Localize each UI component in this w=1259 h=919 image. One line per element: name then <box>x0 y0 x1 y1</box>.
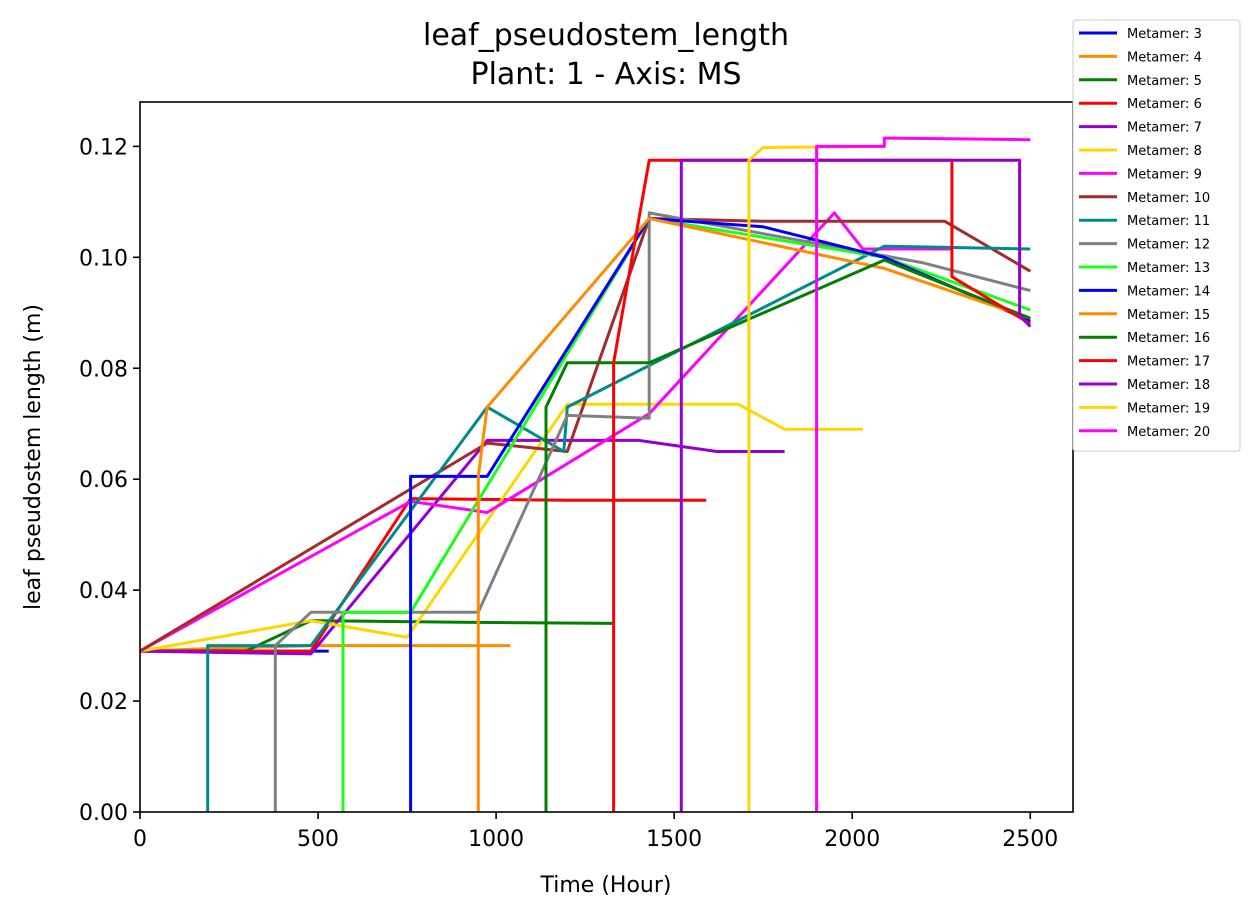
chart-subtitle: Plant: 1 - Axis: MS <box>470 57 741 92</box>
legend-label: Metamer: 14 <box>1127 284 1210 299</box>
legend-label: Metamer: 4 <box>1127 50 1202 65</box>
series-line-6 <box>139 402 863 653</box>
y-tick-label: 0.04 <box>79 579 128 604</box>
legend-label: Metamer: 9 <box>1127 167 1202 182</box>
series-line-16 <box>679 158 1032 812</box>
x-tick-label: 2500 <box>1002 827 1058 852</box>
legend-label: Metamer: 11 <box>1127 214 1210 229</box>
y-axis-label: leaf pseudostem length (m) <box>21 304 46 610</box>
legend-label: Metamer: 8 <box>1127 144 1202 159</box>
legend: Metamer: 3 Metamer: 4 Metamer: 5 Metamer: 6… <box>1072 19 1241 452</box>
x-tick-label: 500 <box>297 827 339 852</box>
legend-label: Metamer: 5 <box>1127 74 1202 89</box>
series-line-4 <box>140 497 707 653</box>
legend-label: Metamer: 15 <box>1127 308 1210 323</box>
x-tick-label: 0 <box>133 827 147 852</box>
series-line-8 <box>139 217 1032 653</box>
y-tick-label: 0.00 <box>79 801 128 826</box>
x-tick-label: 1500 <box>646 827 702 852</box>
legend-label: Metamer: 10 <box>1127 191 1210 206</box>
series-line-12 <box>409 217 1031 812</box>
x-axis: 0 500 1000 1500 2000 2500 <box>133 812 1058 852</box>
series-line-9 <box>206 244 1031 812</box>
legend-label: Metamer: 19 <box>1127 401 1210 416</box>
x-axis-label: Time (Hour) <box>540 873 672 898</box>
legend-label: Metamer: 13 <box>1127 261 1210 276</box>
x-tick-label: 1000 <box>468 827 524 852</box>
legend-label: Metamer: 17 <box>1127 355 1210 370</box>
series-line-13 <box>476 217 1031 812</box>
series-line-10 <box>273 211 1031 812</box>
legend-label: Metamer: 7 <box>1127 121 1202 136</box>
y-axis: 0.00 0.02 0.04 0.06 0.08 0.10 0.12 <box>79 135 140 826</box>
plot-lines <box>139 136 1032 812</box>
y-tick-label: 0.10 <box>79 246 128 271</box>
legend-label: Metamer: 16 <box>1127 331 1210 346</box>
y-tick-label: 0.02 <box>79 690 128 715</box>
legend-label: Metamer: 18 <box>1127 378 1210 393</box>
legend-label: Metamer: 20 <box>1127 425 1210 440</box>
series-line-5 <box>139 438 785 656</box>
x-tick-label: 2000 <box>824 827 880 852</box>
series-line-15 <box>612 158 1032 812</box>
series-line-14 <box>544 258 1031 812</box>
y-tick-label: 0.06 <box>79 468 128 493</box>
y-tick-label: 0.08 <box>79 357 128 382</box>
series-line-18 <box>815 136 1031 812</box>
legend-label: Metamer: 12 <box>1127 238 1210 253</box>
legend-label: Metamer: 3 <box>1127 27 1202 42</box>
series-line-11 <box>341 217 1031 812</box>
plot-frame <box>139 101 1074 813</box>
chart-title: leaf_pseudostem_length <box>423 18 789 53</box>
legend-label: Metamer: 6 <box>1127 97 1202 112</box>
y-tick-label: 0.12 <box>79 135 128 160</box>
